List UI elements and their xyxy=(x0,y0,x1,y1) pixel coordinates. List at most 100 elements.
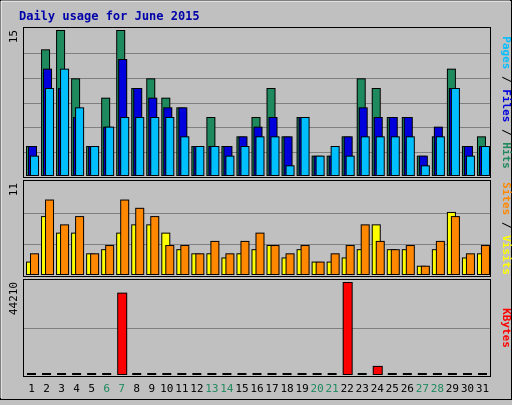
bar-kbytes xyxy=(432,373,442,375)
right-label-middle: Sites / Visits xyxy=(500,182,512,275)
bar-sites xyxy=(435,240,445,275)
bar-kbytes xyxy=(282,373,292,375)
bar-sites xyxy=(210,240,220,275)
bar-sites xyxy=(240,240,250,275)
bar-kbytes xyxy=(327,373,337,375)
chart-title: Daily usage for June 2015 xyxy=(19,9,200,23)
bar-sites xyxy=(285,253,295,275)
bar-kbytes xyxy=(267,373,277,375)
x-tick-label: 29 xyxy=(446,382,459,395)
bar-pages xyxy=(375,136,385,176)
bar-sites xyxy=(420,265,430,275)
bar-pages xyxy=(480,146,490,176)
bar-kbytes xyxy=(102,373,112,375)
bar-sites xyxy=(375,240,385,275)
bar-sites xyxy=(45,199,55,275)
bar-kbytes xyxy=(342,282,353,375)
bar-sites xyxy=(135,207,145,275)
bar-pages xyxy=(105,126,115,176)
x-tick-label: 14 xyxy=(220,382,234,395)
x-tick-label: 1 xyxy=(28,382,35,395)
right-label-part: Files xyxy=(500,89,512,122)
bar-sites xyxy=(180,245,190,276)
bar-sites xyxy=(405,245,415,276)
series-sites xyxy=(30,199,490,276)
x-axis-labels: 1 2 3 4 5 6 7 8 9 10 11 12 13 14 15 16 17 18 19 20 21 22 23 24 2… xyxy=(28,382,489,395)
bar-pages xyxy=(135,117,145,176)
bar-pages xyxy=(420,165,430,176)
panel-frame-top xyxy=(23,27,491,178)
panel-bottom: 44210 xyxy=(7,279,491,377)
right-label-part: KBytes xyxy=(500,308,512,348)
bar-kbytes xyxy=(27,373,36,375)
x-tick-label: 2 xyxy=(43,382,50,395)
bar-pages xyxy=(300,117,310,176)
bar-sites xyxy=(255,232,265,276)
bar-pages xyxy=(405,136,415,176)
bar-sites xyxy=(465,253,475,275)
bar-pages xyxy=(120,117,130,176)
bar-pages xyxy=(255,136,265,176)
y-max-label-middle: 11 xyxy=(7,183,20,196)
bar-pages xyxy=(285,165,295,176)
y-max-label-top: 15 xyxy=(7,30,20,43)
bar-kbytes xyxy=(222,373,232,375)
bar-sites xyxy=(90,253,100,275)
x-tick-label: 12 xyxy=(190,382,203,395)
panel-frame-middle xyxy=(23,180,491,277)
x-tick-label: 13 xyxy=(205,382,218,395)
bar-kbytes xyxy=(462,373,472,375)
right-label-bottom: KBytes xyxy=(500,308,512,348)
x-tick-label: 28 xyxy=(431,382,444,395)
bar-kbytes xyxy=(57,373,67,375)
bar-kbytes xyxy=(252,373,262,375)
bar-pages xyxy=(180,136,190,176)
right-label-part: / xyxy=(500,215,512,235)
bar-kbytes xyxy=(132,373,142,375)
bar-pages xyxy=(45,88,55,176)
bar-kbytes xyxy=(72,373,82,375)
bar-kbytes xyxy=(372,365,383,375)
x-tick-label: 9 xyxy=(148,382,155,395)
bar-sites xyxy=(120,199,130,275)
bar-pages xyxy=(90,146,100,176)
bar-kbytes xyxy=(312,373,322,375)
panel-middle: 11 xyxy=(7,180,491,277)
x-tick-label: 21 xyxy=(326,382,339,395)
bar-sites xyxy=(165,245,175,276)
right-label-part: / xyxy=(500,69,512,89)
bar-sites xyxy=(195,253,205,275)
x-tick-label: 23 xyxy=(356,382,369,395)
bar-sites xyxy=(75,216,85,276)
bar-sites xyxy=(60,224,70,275)
bar-kbytes xyxy=(237,373,247,375)
x-tick-label: 30 xyxy=(461,382,474,395)
bar-kbytes xyxy=(87,373,97,375)
bar-sites xyxy=(330,253,340,275)
bar-pages xyxy=(330,146,340,176)
bar-kbytes xyxy=(207,373,217,375)
x-tick-label: 7 xyxy=(118,382,125,395)
bar-sites xyxy=(270,245,280,276)
bar-pages xyxy=(270,136,280,176)
bar-sites xyxy=(30,253,39,275)
bar-pages xyxy=(225,155,235,177)
bar-kbytes xyxy=(162,373,172,375)
bar-sites xyxy=(300,245,310,276)
right-label-top: Pages / Files / Hits xyxy=(500,36,512,169)
x-tick-label: 20 xyxy=(311,382,324,395)
bar-sites xyxy=(105,245,115,276)
panel-top: 15 xyxy=(7,27,491,178)
x-tick-label: 24 xyxy=(371,382,385,395)
bar-kbytes xyxy=(177,373,187,375)
right-label-part: Pages xyxy=(500,36,512,69)
x-tick-label: 6 xyxy=(103,382,110,395)
x-tick-label: 4 xyxy=(73,382,80,395)
x-tick-label: 22 xyxy=(341,382,354,395)
bar-pages xyxy=(315,155,325,177)
bar-pages xyxy=(450,88,460,176)
bar-pages xyxy=(75,107,85,176)
bar-kbytes xyxy=(42,373,52,375)
